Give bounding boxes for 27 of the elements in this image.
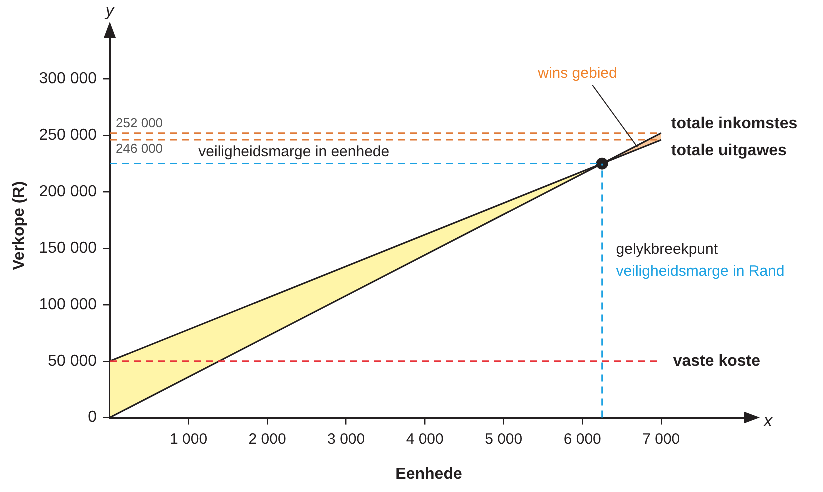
y-tick-label: 100 000	[39, 296, 98, 314]
y-tick-label: 50 000	[48, 352, 98, 370]
y-tick-label: 150 000	[39, 240, 98, 257]
x-tick-label: 2 000	[248, 430, 286, 448]
y-axis-title: Verkope (R)	[11, 181, 28, 270]
series-label: totale uitgawes	[671, 142, 788, 160]
x-tick-label: 1 000	[170, 430, 208, 448]
y-tick-label: 200 000	[39, 183, 98, 200]
x-tick-label: 7 000	[642, 430, 680, 448]
y-tick-label: 300 000	[39, 70, 98, 88]
x-tick-label: 6 000	[564, 430, 602, 448]
y-tick-label: 250 000	[39, 127, 98, 144]
x-tick-label: 5 000	[485, 430, 523, 448]
annotation: gelykbreekpunt	[616, 241, 719, 258]
x-axis-title: Eenhede	[396, 466, 462, 483]
ref-line-label: 246 000	[116, 141, 164, 156]
ref-line-label: vaste koste	[673, 352, 761, 370]
y-tick-label: 0	[88, 409, 98, 426]
annotation: wins gebied	[537, 65, 618, 82]
series-label: totale inkomstes	[671, 116, 798, 133]
ref-line-label: veiligheidsmarge in Rand	[616, 263, 785, 280]
x-tick-label: 4 000	[406, 430, 444, 448]
text: y	[104, 1, 116, 20]
ref-line-label: veiligheidsmarge in eenhede	[198, 143, 390, 160]
ref-line-label: 252 000	[116, 115, 164, 130]
text: x	[763, 412, 773, 431]
x-tick-label: 3 000	[328, 430, 366, 448]
